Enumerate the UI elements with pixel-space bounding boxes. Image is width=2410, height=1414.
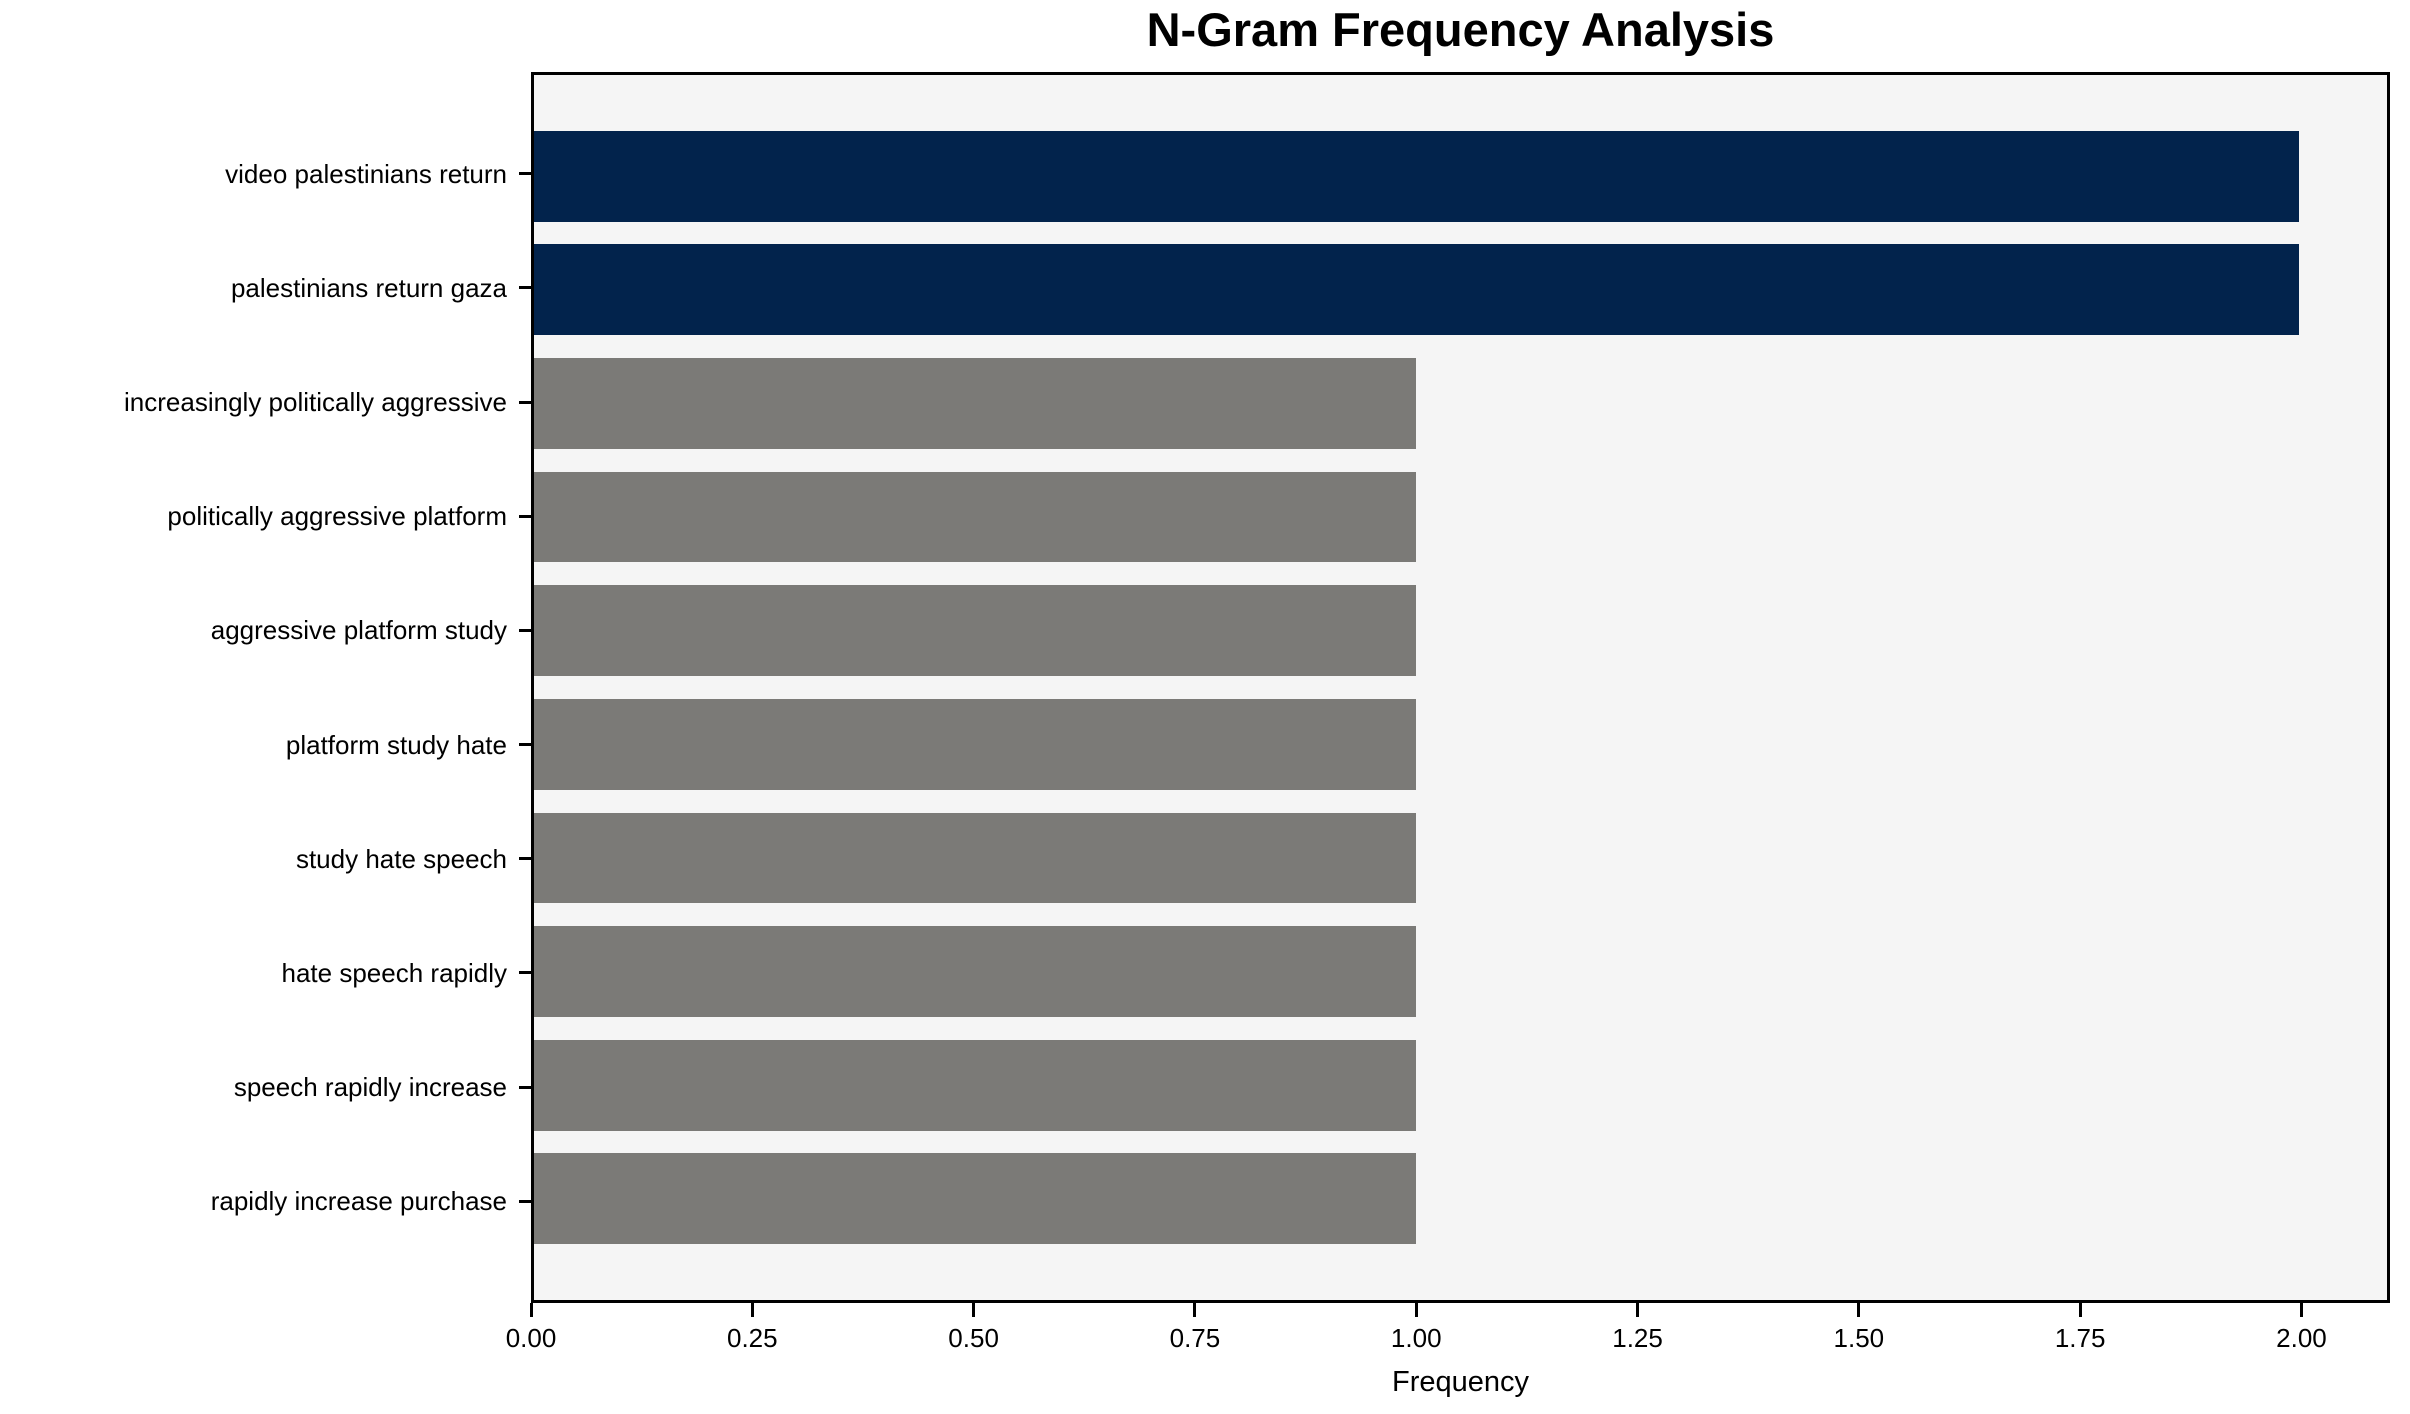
y-axis-tick (519, 514, 531, 518)
bar-palestinians-return-gaza (534, 244, 2299, 336)
y-axis-tick (519, 1199, 531, 1203)
y-axis-tick (519, 172, 531, 176)
y-axis-label: rapidly increase purchase (210, 1186, 507, 1217)
bar-rapidly-increase-purchase (534, 1153, 1417, 1245)
y-axis-label: aggressive platform study (210, 615, 507, 646)
x-axis-tick-label: 1.75 (2054, 1323, 2106, 1353)
plot-area (531, 72, 2390, 1303)
y-axis-tick (519, 400, 531, 404)
y-axis-label: video palestinians return (225, 158, 507, 189)
bar-aggressive-platform-study (534, 585, 1417, 677)
y-axis-tick (519, 628, 531, 632)
y-axis-label: platform study hate (285, 729, 507, 760)
bar-video-palestinians-return (534, 130, 2299, 222)
x-axis-tick-label: 1.25 (1612, 1323, 1663, 1353)
y-axis-tick (519, 286, 531, 290)
bar-hate-speech-rapidly (534, 926, 1417, 1018)
y-axis-tick (519, 1085, 531, 1089)
x-axis-tick (1414, 1303, 1418, 1317)
x-axis-tick-label: 0.25 (726, 1323, 778, 1353)
y-axis-tick (519, 743, 531, 747)
bar-speech-rapidly-increase (534, 1039, 1417, 1131)
y-axis-label: palestinians return gaza (230, 272, 507, 303)
bar-platform-study-hate (534, 698, 1417, 790)
x-axis-tick-label: 2.00 (2276, 1323, 2327, 1353)
chart-title: N-Gram Frequency Analysis (1146, 3, 1775, 56)
y-axis-label: politically aggressive platform (167, 501, 507, 532)
x-axis-tick (972, 1303, 976, 1317)
x-axis-tick (1857, 1303, 1861, 1317)
x-axis-tick-label: 0.50 (948, 1323, 999, 1353)
x-axis-tick (1636, 1303, 1640, 1317)
x-axis-label: Frequency (1391, 1366, 1529, 1398)
y-axis-label: study hate speech (295, 843, 507, 874)
x-axis-tick-label: 1.00 (1390, 1323, 1442, 1353)
x-axis-tick (750, 1303, 754, 1317)
y-axis-tick (519, 857, 531, 861)
x-axis-tick-label: 0.00 (505, 1323, 557, 1353)
y-axis-tick (519, 971, 531, 975)
x-axis-tick (1193, 1303, 1197, 1317)
bar-politically-aggressive-platform (534, 471, 1417, 563)
bar-study-hate-speech (534, 812, 1417, 904)
x-axis-tick (2078, 1303, 2082, 1317)
y-axis-label: hate speech rapidly (281, 957, 507, 988)
bar-increasingly-politically-aggressive (534, 357, 1417, 449)
y-axis-label: speech rapidly increase (233, 1072, 507, 1103)
x-axis-tick (529, 1303, 533, 1317)
x-axis-tick-label: 0.75 (1169, 1323, 1221, 1353)
x-axis-tick (2299, 1303, 2303, 1317)
y-axis-label: increasingly politically aggressive (124, 387, 507, 418)
x-axis-tick-label: 1.50 (1833, 1323, 1885, 1353)
